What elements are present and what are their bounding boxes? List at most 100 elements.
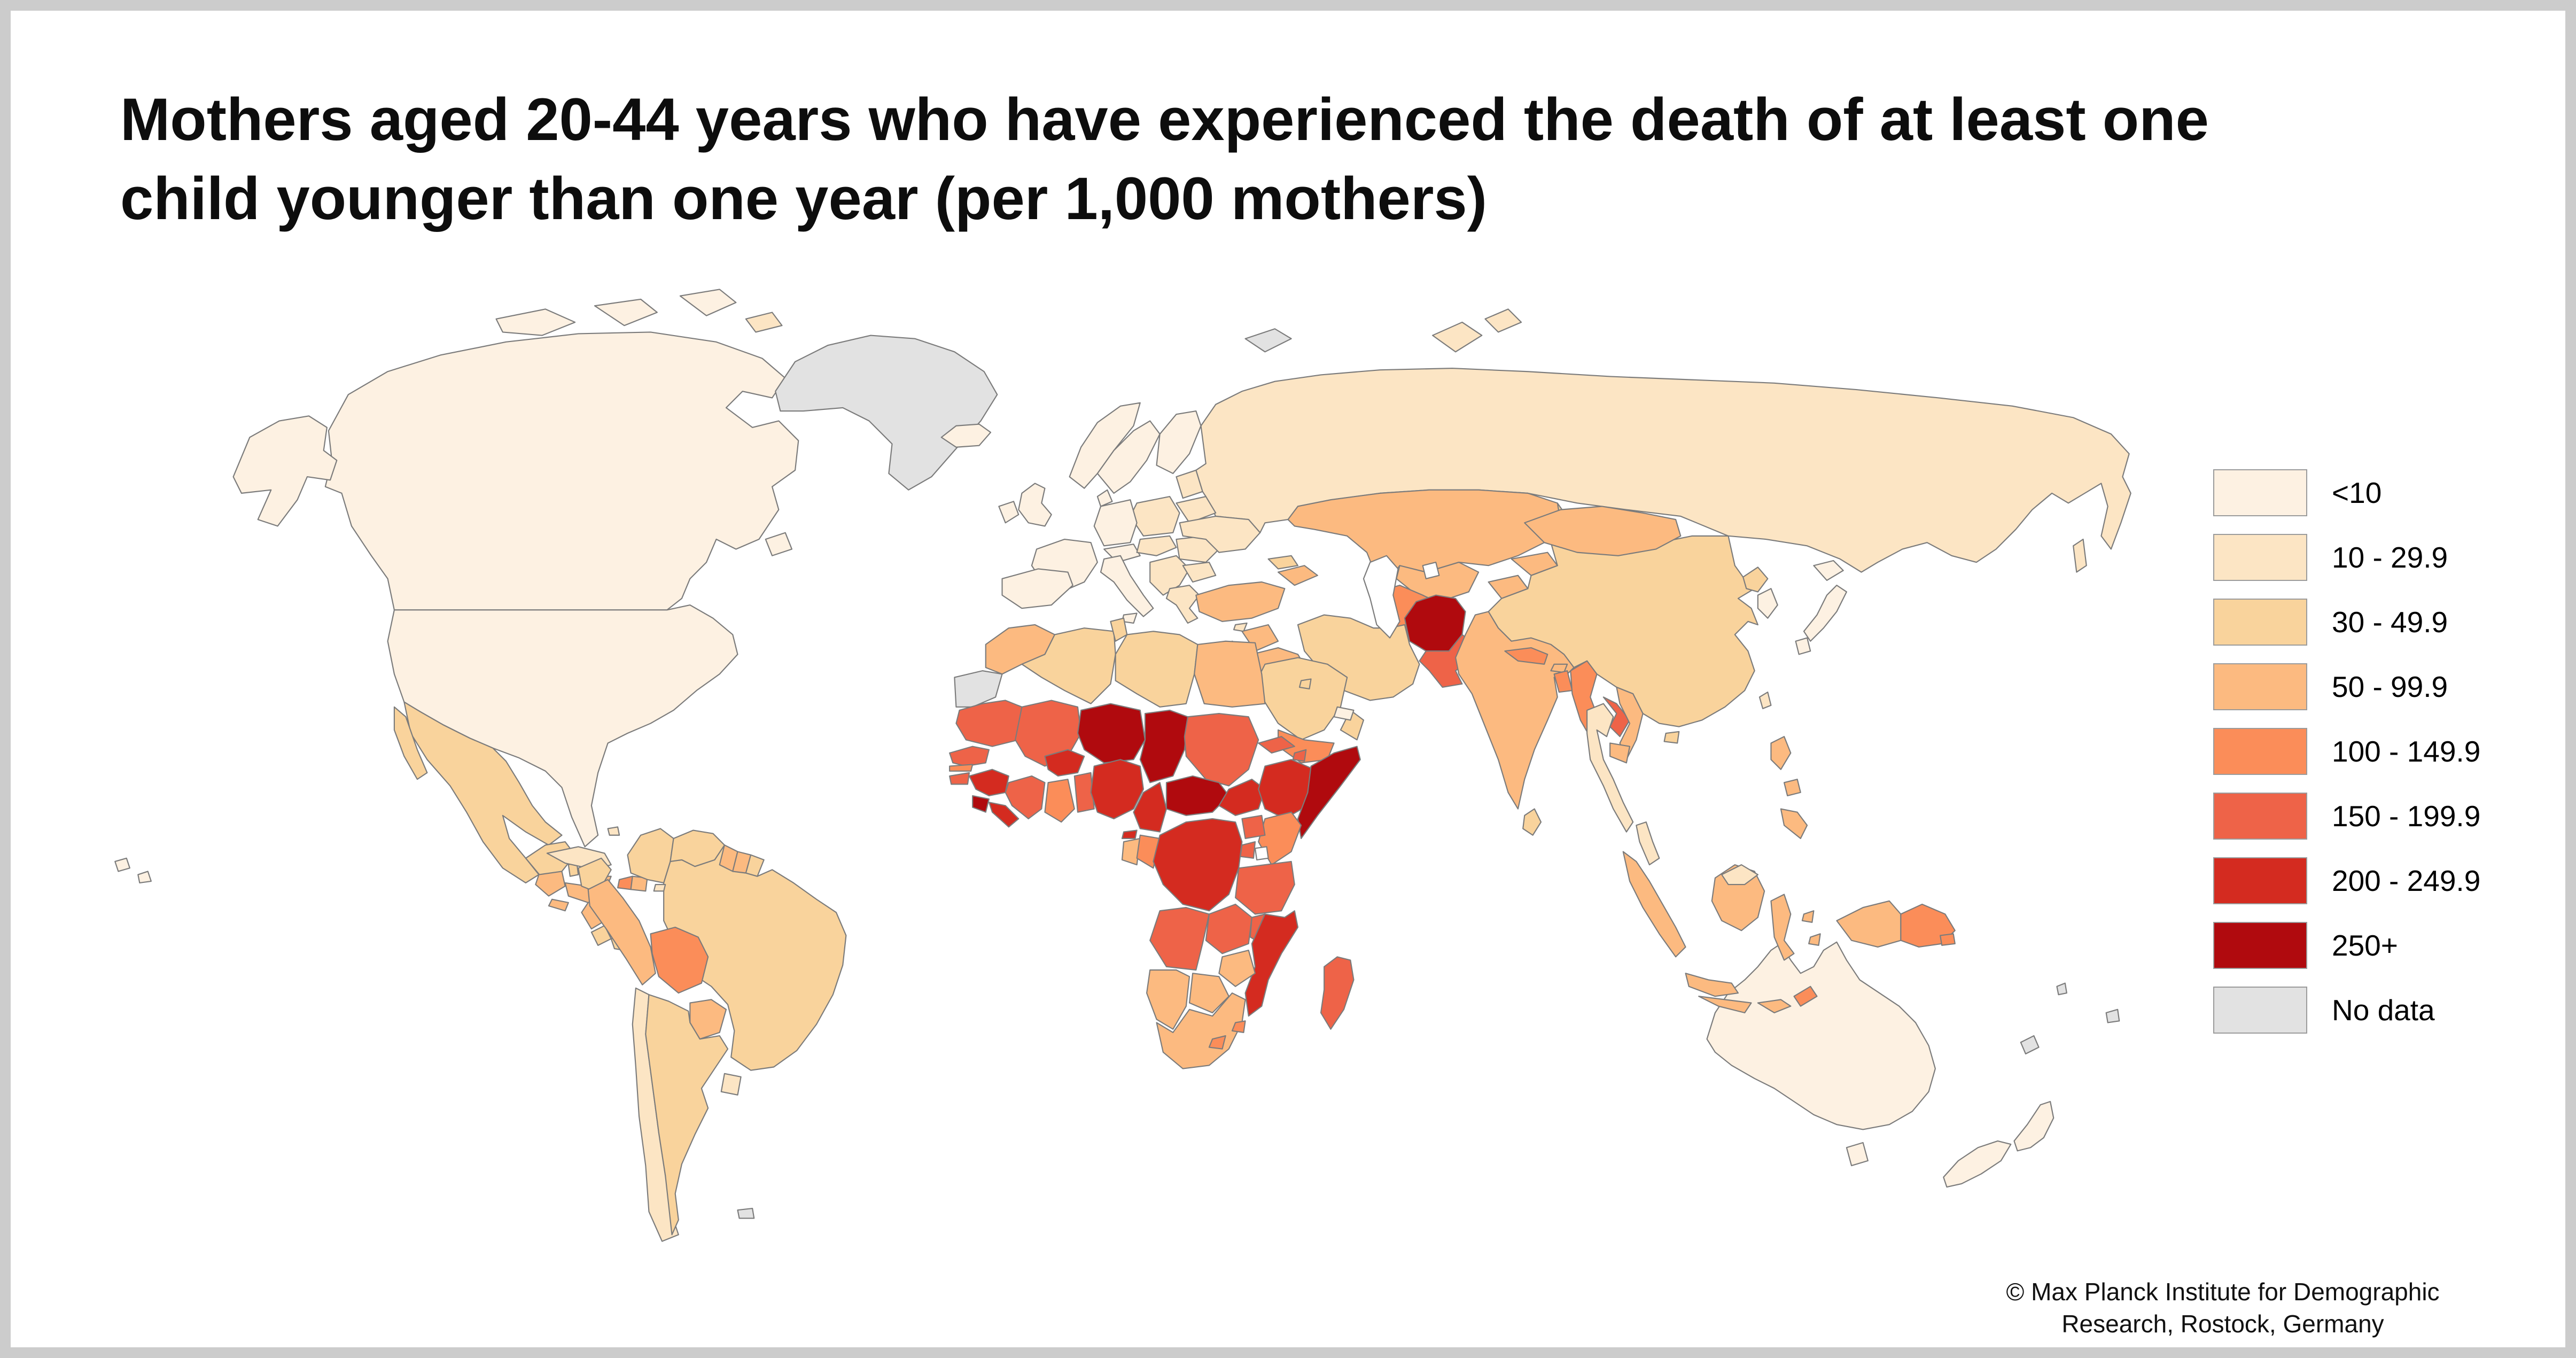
map-region-gabon — [1121, 837, 1141, 866]
map-region-srilanka — [1522, 808, 1542, 836]
map-region-czechia — [1136, 535, 1177, 556]
legend-label: 250+ — [2332, 929, 2398, 962]
map-region-kazakhstan — [1287, 489, 1561, 579]
map-region-rwanda-burundi — [1240, 841, 1256, 859]
legend-label: 10 - 29.9 — [2332, 541, 2448, 574]
attribution: © Max Planck Institute for Demographic R… — [1902, 1276, 2543, 1340]
map-region-mongolia — [1524, 506, 1682, 556]
caspian-sea — [1363, 555, 1400, 639]
legend-label: 100 - 149.9 — [2332, 735, 2481, 768]
map-card: Mothers aged 20-44 years who have experi… — [11, 11, 2565, 1347]
map-region-finland — [1156, 410, 1202, 475]
map-region-svalbard — [1244, 328, 1292, 353]
attribution-line2: Research, Rostock, Germany — [2061, 1309, 2384, 1338]
map-region-arctic2 — [594, 298, 658, 327]
map-region-sulawesi — [1770, 894, 1795, 961]
map-region-mindanao — [1780, 808, 1808, 839]
map-region-egypt — [1194, 640, 1266, 708]
map-region-nz-south — [1943, 1140, 2012, 1188]
map-region-guineabissau — [949, 772, 970, 785]
map-region-japan-hokkaido — [1813, 560, 1844, 581]
map-region-fiji — [2105, 1008, 2120, 1023]
map-region-lesotho — [1208, 1035, 1226, 1050]
map-region-tasmania — [1846, 1142, 1869, 1167]
map-region-nkorea — [1742, 567, 1769, 593]
map-region-puertorico — [653, 883, 666, 892]
legend-label: No data — [2332, 994, 2435, 1027]
map-region-gambia — [949, 764, 974, 772]
map-region-burkina — [1044, 749, 1085, 777]
map-region-turkey — [1195, 581, 1286, 622]
map-region-cameroon — [1133, 782, 1168, 833]
map-region-newguinea-west — [1836, 900, 1902, 948]
legend-swatch — [2213, 663, 2307, 710]
map-region-greenland — [775, 335, 998, 491]
map-region-afghanistan — [1404, 594, 1466, 652]
map-region-niger — [1077, 703, 1146, 764]
map-region-mexico — [403, 701, 563, 884]
legend-item: 10 - 29.9 — [2213, 534, 2544, 581]
map-region-hawaii2 — [137, 871, 152, 884]
map-region-newcaledonia — [2020, 1035, 2040, 1054]
map-region-eritrea — [1258, 736, 1295, 754]
map-region-nigeria — [1090, 759, 1145, 820]
map-region-visayas — [1783, 779, 1801, 796]
map-region-elsalvador — [548, 898, 569, 912]
map-title: Mothers aged 20-44 years who have experi… — [120, 86, 2209, 232]
map-region-bolivia — [650, 926, 709, 994]
map-region-namibia — [1146, 969, 1190, 1030]
map-region-uae — [1333, 706, 1355, 721]
map-region-zambia — [1205, 903, 1252, 955]
map-region-bangladesh — [1553, 670, 1573, 693]
legend-swatch — [2213, 922, 2307, 969]
map-region-newfoundland — [765, 532, 793, 556]
map-region-kenya — [1258, 811, 1302, 866]
legend-item: 200 - 249.9 — [2213, 857, 2544, 904]
map-region-ireland — [998, 501, 1019, 524]
map-region-tanzania — [1235, 860, 1295, 915]
map-region-eqguinea — [1121, 829, 1138, 839]
map-region-armenia-azerbaijan — [1277, 565, 1318, 586]
map-region-japan-kyushu — [1795, 637, 1811, 655]
legend: <10 10 - 29.9 30 - 49.9 50 - 99.9 100 - … — [2213, 469, 2544, 1051]
legend-label: 30 - 49.9 — [2332, 606, 2448, 639]
map-region-algeria — [1021, 627, 1116, 704]
map-region-nz-north — [2013, 1101, 2054, 1152]
map-region-novayazemlya2 — [1484, 308, 1522, 333]
map-region-zimbabwe — [1218, 950, 1256, 987]
legend-swatch — [2213, 987, 2307, 1034]
map-region-senegal — [949, 746, 990, 767]
attribution-line1: © Max Planck Institute for Demographic — [2006, 1278, 2440, 1306]
map-region-arctic4 — [745, 312, 783, 333]
map-region-balkans — [1149, 555, 1190, 596]
map-region-saudi — [1258, 657, 1348, 741]
map-region-guatemala — [535, 871, 566, 897]
map-region-norway — [1069, 402, 1141, 489]
map-region-angola — [1149, 907, 1210, 971]
map-region-australia — [1706, 941, 1936, 1130]
map-region-greece — [1165, 585, 1200, 624]
map-region-sierraleone — [972, 795, 990, 813]
map-region-laos — [1602, 696, 1631, 738]
map-region-ssudan — [1218, 779, 1266, 816]
legend-item: 100 - 149.9 — [2213, 728, 2544, 775]
aral-sea — [1422, 562, 1440, 579]
map-region-italy — [1100, 555, 1154, 617]
legend-label: <10 — [2332, 476, 2382, 509]
map-region-libya — [1115, 631, 1198, 708]
map-region-borneo-malaysia — [1721, 864, 1758, 886]
map-region-baja — [393, 706, 428, 780]
map-region-arctic3 — [679, 289, 737, 316]
legend-label: 50 - 99.9 — [2332, 670, 2448, 703]
legend-item: <10 — [2213, 469, 2544, 516]
map-region-vanuatu — [2056, 982, 2067, 996]
map-region-sumatra — [1622, 851, 1686, 958]
map-region-ivorycoast — [1005, 775, 1046, 820]
map-region-spain — [1001, 568, 1073, 609]
map-region-skorea — [1757, 588, 1778, 619]
map-region-uganda — [1241, 814, 1266, 839]
map-region-japan-honshu — [1803, 585, 1847, 642]
map-region-mozambique — [1244, 910, 1299, 1017]
map-region-somalia — [1297, 746, 1361, 839]
